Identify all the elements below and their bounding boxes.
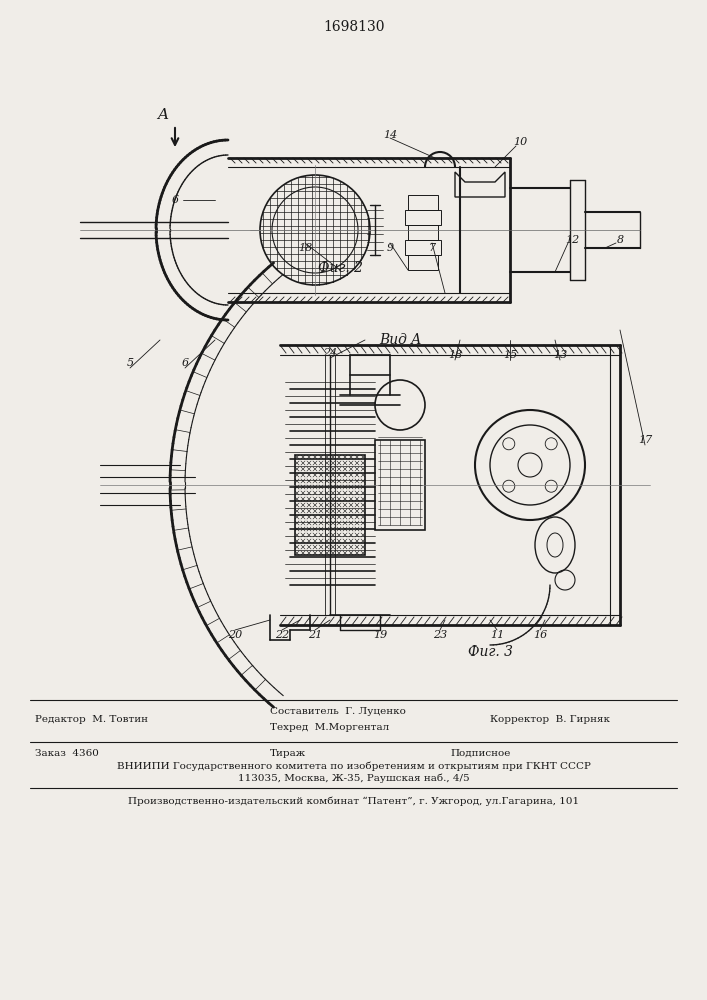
Text: Вид A: Вид A [379, 333, 421, 347]
Text: 22: 22 [275, 630, 289, 640]
Text: ВНИИПИ Государственного комитета по изобретениям и открытиям при ГКНТ СССР: ВНИИПИ Государственного комитета по изоб… [117, 761, 591, 771]
Text: Подписное: Подписное [450, 748, 510, 758]
Text: 11: 11 [490, 630, 504, 640]
Text: 18: 18 [448, 350, 462, 360]
Text: 20: 20 [228, 630, 242, 640]
Text: 15: 15 [503, 350, 517, 360]
Text: Фиг. 2: Фиг. 2 [317, 261, 363, 275]
Text: 13: 13 [553, 350, 567, 360]
Bar [408, 255, 438, 270]
Text: 8: 8 [617, 235, 624, 245]
Text: Заказ  4360: Заказ 4360 [35, 748, 99, 758]
Text: 5: 5 [127, 358, 134, 368]
Text: Производственно-издательский комбинат “Патент”, г. Ужгород, ул.Гагарина, 101: Производственно-издательский комбинат “П… [129, 796, 580, 806]
Text: 6: 6 [182, 358, 189, 368]
Text: Фиг. 3: Фиг. 3 [467, 645, 513, 659]
Text: Составитель  Г. Луценко: Составитель Г. Луценко [270, 708, 406, 716]
Bar [295, 455, 365, 555]
Bar [408, 225, 438, 240]
Bar [405, 210, 441, 225]
Text: 24: 24 [323, 348, 337, 358]
Text: Тираж: Тираж [270, 748, 306, 758]
Text: 21: 21 [308, 630, 322, 640]
Text: 113035, Москва, Ж-35, Раушская наб., 4/5: 113035, Москва, Ж-35, Раушская наб., 4/5 [238, 773, 470, 783]
Text: Редактор  М. Товтин: Редактор М. Товтин [35, 716, 148, 724]
Bar [408, 195, 438, 210]
Text: 16: 16 [533, 630, 547, 640]
Text: 18: 18 [298, 243, 312, 253]
Text: 7: 7 [428, 243, 436, 253]
Text: 6: 6 [171, 195, 179, 205]
Text: Техред  М.Моргентал: Техред М.Моргентал [270, 724, 390, 732]
Bar [405, 240, 441, 255]
Text: 12: 12 [565, 235, 579, 245]
Text: 14: 14 [383, 130, 397, 140]
Text: 19: 19 [373, 630, 387, 640]
Text: 23: 23 [433, 630, 447, 640]
Text: 17: 17 [638, 435, 652, 445]
Text: A: A [158, 108, 168, 122]
Bar [375, 440, 425, 530]
Text: 1698130: 1698130 [323, 20, 385, 34]
Text: 9: 9 [387, 243, 394, 253]
Text: 10: 10 [513, 137, 527, 147]
Text: Корректор  В. Гирняк: Корректор В. Гирняк [490, 716, 610, 724]
